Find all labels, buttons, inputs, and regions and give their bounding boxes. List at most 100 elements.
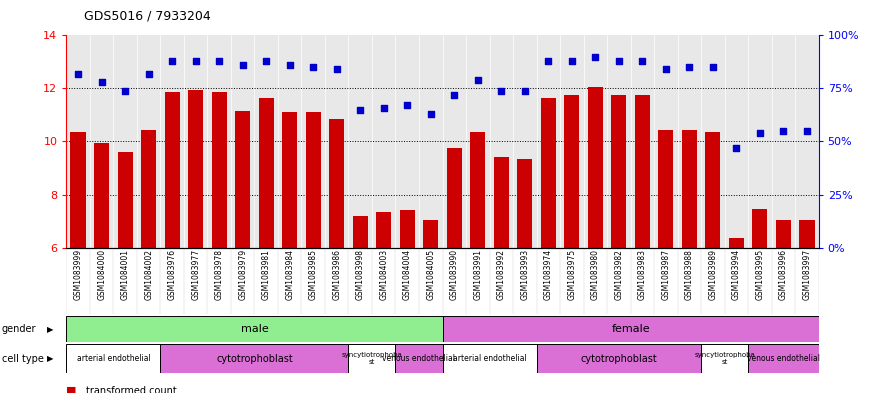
Text: syncytiotrophoba
st: syncytiotrophoba st — [694, 352, 755, 365]
Text: GSM1083978: GSM1083978 — [215, 249, 224, 300]
Text: ■: ■ — [66, 386, 77, 393]
Bar — [536, 344, 701, 373]
Point — [95, 79, 109, 85]
Text: transformed count: transformed count — [86, 386, 177, 393]
Bar — [447, 148, 462, 248]
Bar — [188, 90, 204, 248]
Bar — [396, 344, 442, 373]
Text: GSM1083980: GSM1083980 — [591, 249, 600, 300]
Text: GSM1084000: GSM1084000 — [97, 249, 106, 300]
Bar — [728, 238, 744, 248]
Bar — [352, 216, 368, 248]
Bar — [66, 316, 442, 342]
Point — [189, 58, 203, 64]
Text: ▶: ▶ — [47, 354, 53, 363]
Text: GSM1083988: GSM1083988 — [685, 249, 694, 300]
Text: GSM1083974: GSM1083974 — [543, 249, 553, 300]
Bar — [71, 132, 86, 248]
Text: ▶: ▶ — [47, 325, 53, 334]
Bar — [94, 143, 109, 248]
Text: GSM1083977: GSM1083977 — [191, 249, 200, 300]
Text: male: male — [241, 324, 268, 334]
Text: GSM1083991: GSM1083991 — [473, 249, 482, 300]
Bar — [329, 119, 344, 248]
Point — [306, 64, 320, 70]
Bar — [400, 211, 415, 248]
Text: GSM1083996: GSM1083996 — [779, 249, 788, 300]
Bar — [681, 130, 697, 248]
Bar — [160, 344, 349, 373]
Point — [612, 58, 626, 64]
Bar — [564, 95, 580, 248]
Point — [494, 87, 508, 94]
Bar — [66, 344, 160, 373]
Bar — [776, 220, 791, 248]
Point — [753, 130, 767, 136]
Bar — [752, 209, 767, 248]
Text: GSM1084005: GSM1084005 — [427, 249, 435, 300]
Text: syncytiotrophoba
st: syncytiotrophoba st — [342, 352, 403, 365]
Point — [377, 105, 391, 111]
Bar — [470, 132, 485, 248]
Bar — [376, 212, 391, 248]
Point — [259, 58, 273, 64]
Point — [400, 102, 414, 108]
Text: GSM1083997: GSM1083997 — [803, 249, 812, 300]
Text: female: female — [612, 324, 650, 334]
Text: GSM1084004: GSM1084004 — [403, 249, 412, 300]
Bar — [612, 95, 627, 248]
Bar — [517, 159, 533, 248]
Text: cell type: cell type — [2, 354, 43, 364]
Text: GSM1083998: GSM1083998 — [356, 249, 365, 300]
Bar — [748, 344, 819, 373]
Text: arterial endothelial: arterial endothelial — [452, 354, 527, 363]
Text: cytotrophoblast: cytotrophoblast — [216, 354, 293, 364]
Point — [776, 128, 790, 134]
Point — [142, 70, 156, 77]
Point — [424, 111, 438, 117]
Point — [353, 107, 367, 113]
Text: GSM1083986: GSM1083986 — [332, 249, 342, 300]
Point — [282, 62, 296, 68]
Text: GSM1083985: GSM1083985 — [309, 249, 318, 300]
Text: GSM1083992: GSM1083992 — [496, 249, 505, 300]
Bar — [282, 112, 297, 248]
Bar — [118, 152, 133, 248]
Bar — [588, 87, 603, 248]
Point — [705, 64, 720, 70]
Text: GSM1084003: GSM1084003 — [380, 249, 389, 300]
Bar — [494, 157, 509, 248]
Point — [212, 58, 227, 64]
Text: GSM1083987: GSM1083987 — [661, 249, 670, 300]
Point — [565, 58, 579, 64]
Bar — [423, 220, 438, 248]
Bar — [705, 132, 720, 248]
Bar — [305, 112, 321, 248]
Text: GSM1083993: GSM1083993 — [520, 249, 529, 300]
Point — [589, 53, 603, 60]
Point — [329, 66, 343, 72]
Bar — [442, 316, 830, 342]
Text: GSM1083989: GSM1083989 — [708, 249, 718, 300]
Point — [635, 58, 650, 64]
Text: GSM1083990: GSM1083990 — [450, 249, 458, 300]
Point — [447, 92, 461, 98]
Text: GSM1083975: GSM1083975 — [567, 249, 576, 300]
Point — [658, 66, 673, 72]
Bar — [442, 344, 536, 373]
Point — [118, 87, 132, 94]
Point — [682, 64, 696, 70]
Bar — [658, 130, 673, 248]
Point — [518, 87, 532, 94]
Text: GSM1083995: GSM1083995 — [756, 249, 765, 300]
Bar — [349, 344, 396, 373]
Bar — [235, 111, 250, 248]
Bar — [635, 95, 650, 248]
Text: GSM1083976: GSM1083976 — [167, 249, 177, 300]
Text: GSM1083999: GSM1083999 — [73, 249, 82, 300]
Point — [800, 128, 814, 134]
Text: GSM1083981: GSM1083981 — [262, 249, 271, 300]
Text: GSM1083994: GSM1083994 — [732, 249, 741, 300]
Point — [71, 70, 85, 77]
Bar — [212, 92, 227, 248]
